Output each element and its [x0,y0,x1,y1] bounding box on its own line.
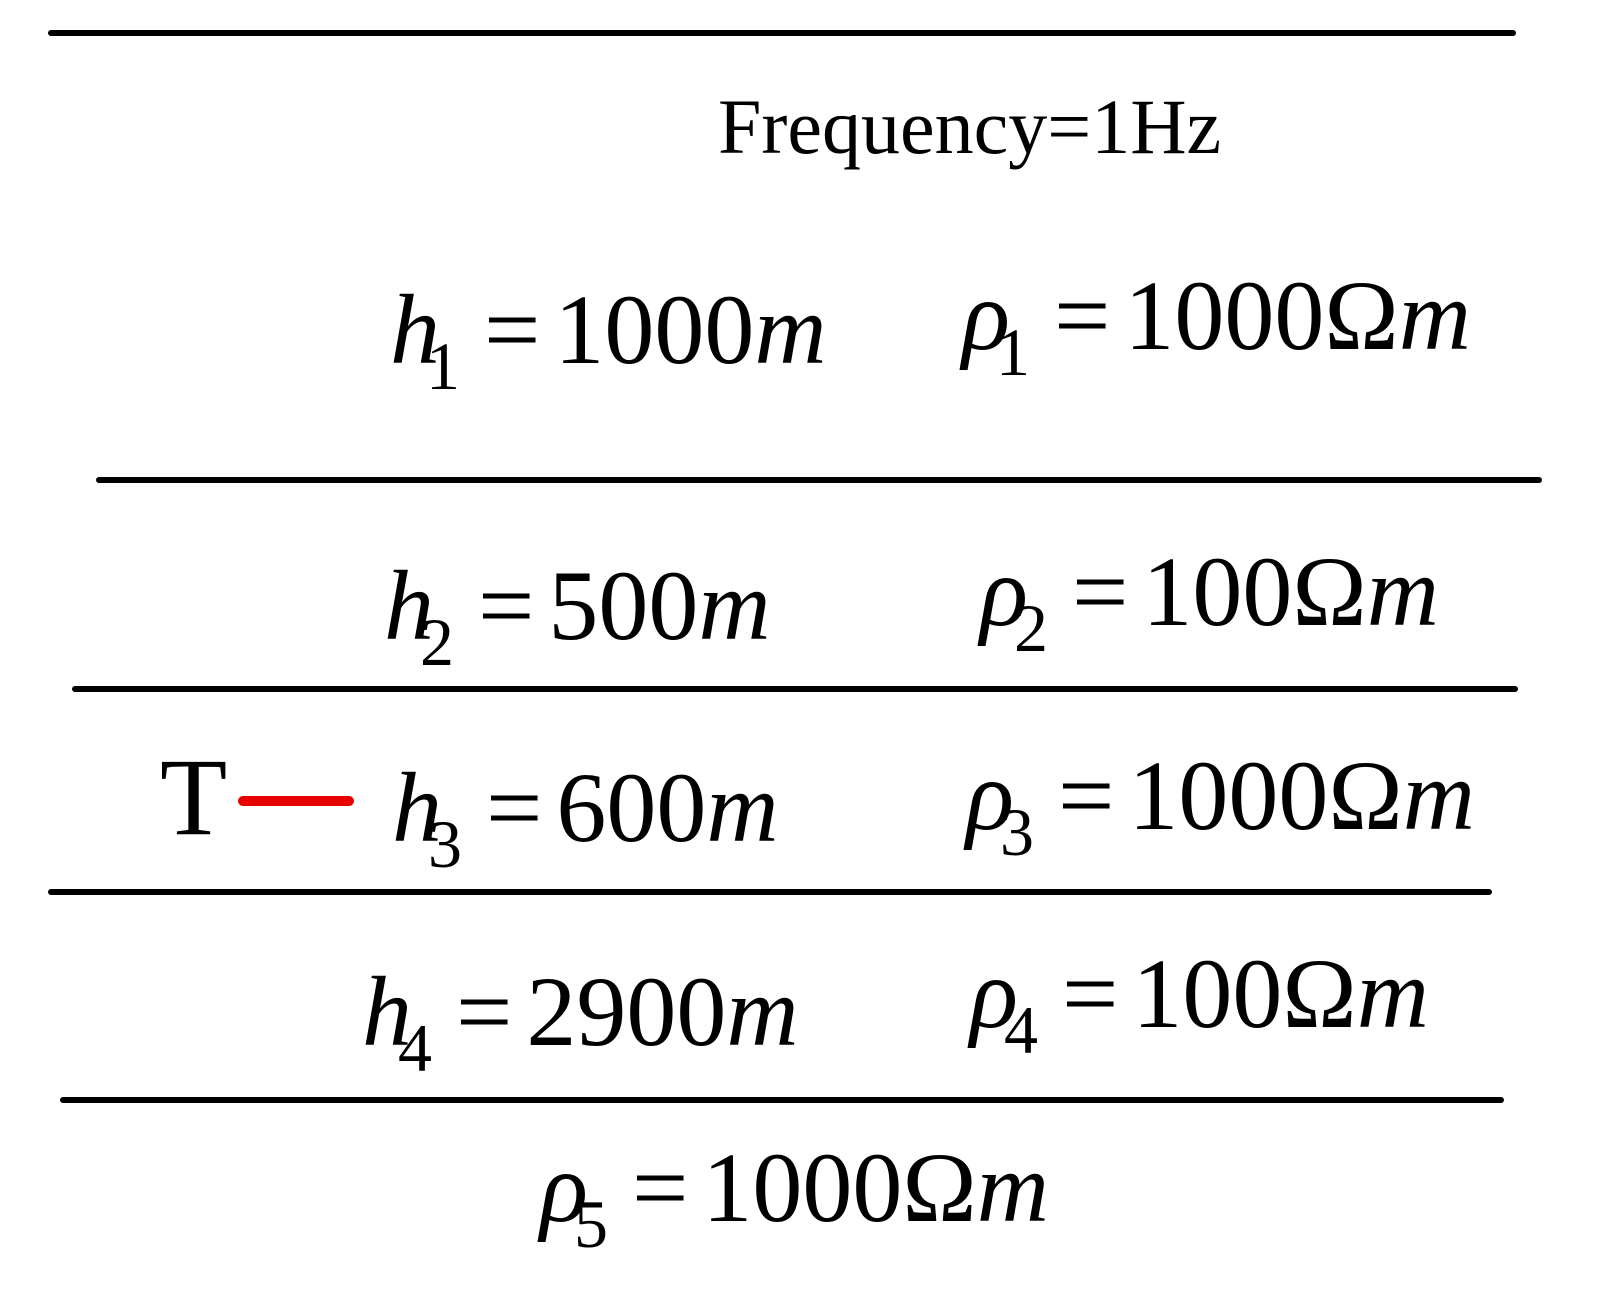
halfspace-resistivity: ρ5 = 1000Ωm [540,1132,1049,1262]
surface-line [48,30,1516,36]
frequency-label: Frequency=1Hz [718,83,1222,170]
layer-4-thickness: h4 = 2900m [362,956,799,1086]
boundary-line-2 [72,686,1518,692]
boundary-line-4 [60,1097,1504,1103]
layer-1-thickness: h1 = 1000m [390,274,827,404]
layer-3-resistivity: ρ3 = 1000Ωm [966,740,1475,870]
layer-3-thickness: h3 = 600m [392,752,779,882]
transmitter-line [238,796,354,806]
layer-1-resistivity: ρ1 = 1000Ωm [962,260,1471,390]
transmitter-label: T [160,736,228,858]
boundary-line-3 [48,889,1492,895]
layer-2-thickness: h2 = 500m [384,550,771,680]
layer-4-resistivity: ρ4 = 100Ωm [970,938,1429,1068]
boundary-line-1 [96,477,1542,483]
layer-2-resistivity: ρ2 = 100Ωm [980,536,1439,666]
